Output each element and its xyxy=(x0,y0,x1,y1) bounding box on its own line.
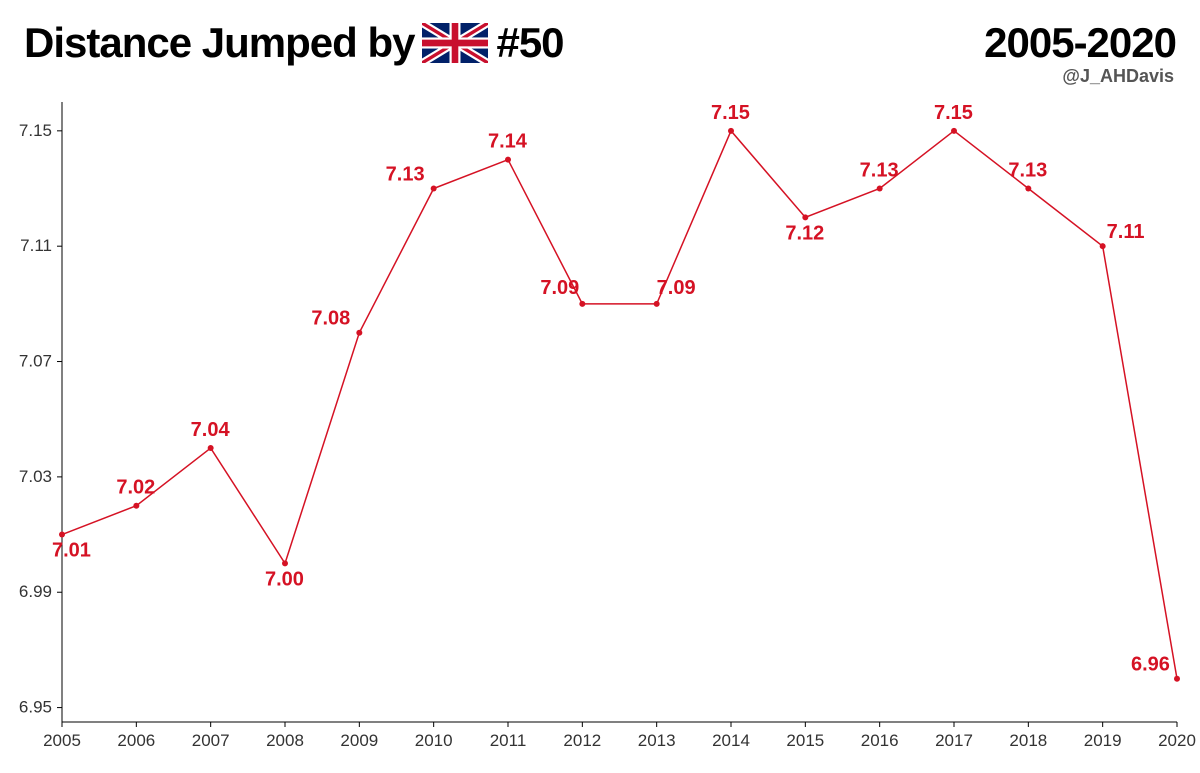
data-label: 7.11 xyxy=(1107,221,1145,243)
data-point xyxy=(59,532,65,538)
data-point xyxy=(579,301,585,307)
header: Distance Jumped by #50 2005-2020 xyxy=(24,12,1176,74)
x-tick-label: 2009 xyxy=(340,731,378,750)
x-tick-label: 2010 xyxy=(415,731,453,750)
data-label: 7.00 xyxy=(265,568,304,590)
y-tick-label: 7.07 xyxy=(19,352,52,371)
page: Distance Jumped by #50 2005-2020 @J_AHDa… xyxy=(0,0,1200,773)
x-tick-label: 2006 xyxy=(117,731,155,750)
x-tick-label: 2005 xyxy=(43,731,81,750)
data-label: 7.13 xyxy=(1008,160,1047,182)
data-point xyxy=(877,186,883,192)
data-point xyxy=(282,560,288,566)
data-label: 7.13 xyxy=(860,160,899,182)
data-point xyxy=(654,301,660,307)
y-tick-label: 7.03 xyxy=(19,467,52,486)
data-label: 7.09 xyxy=(540,277,579,299)
data-label: 7.14 xyxy=(488,131,528,153)
x-tick-label: 2012 xyxy=(563,731,601,750)
chart: 6.95 6.99 7.03 7.07 7.11 7.15 2005 2006 2007 2008… xyxy=(0,92,1200,773)
data-label: 7.01 xyxy=(52,540,91,562)
x-tick-label: 2007 xyxy=(192,731,230,750)
x-tick-label: 2017 xyxy=(935,731,973,750)
x-tick-label: 2011 xyxy=(490,731,527,750)
data-point xyxy=(133,503,139,509)
x-tick-label: 2016 xyxy=(861,731,899,750)
title-range: 2005-2020 xyxy=(984,19,1176,67)
data-label: 7.15 xyxy=(711,102,750,124)
y-tick-label: 7.11 xyxy=(20,236,52,255)
chart-bg xyxy=(0,92,1200,773)
x-tick-label: 2013 xyxy=(638,731,676,750)
title-rank: #50 xyxy=(496,19,563,67)
data-label: 6.96 xyxy=(1131,654,1170,676)
data-point xyxy=(728,128,734,134)
data-label: 7.15 xyxy=(934,102,973,124)
title-prefix: Distance Jumped by xyxy=(24,19,414,67)
x-tick-label: 2018 xyxy=(1009,731,1047,750)
data-label: 7.04 xyxy=(191,419,231,441)
x-tick-label: 2015 xyxy=(786,731,824,750)
data-label: 7.09 xyxy=(657,277,696,299)
x-tick-label: 2014 xyxy=(712,731,750,750)
uk-flag-icon xyxy=(422,23,488,63)
data-point xyxy=(1025,186,1031,192)
y-tick-label: 6.95 xyxy=(19,698,52,717)
y-tick-label: 7.15 xyxy=(19,121,52,140)
data-point xyxy=(1174,676,1180,682)
data-point xyxy=(431,186,437,192)
y-tick-label: 6.99 xyxy=(19,582,52,601)
data-label: 7.02 xyxy=(116,477,155,499)
data-point xyxy=(802,214,808,220)
x-tick-label: 2008 xyxy=(266,731,304,750)
x-tick-label: 2020 xyxy=(1158,731,1196,750)
data-label: 7.13 xyxy=(386,164,425,186)
data-point xyxy=(505,157,511,163)
data-label: 7.12 xyxy=(785,222,824,244)
title-left: Distance Jumped by #50 xyxy=(24,19,564,67)
data-point xyxy=(1100,243,1106,249)
data-point xyxy=(951,128,957,134)
x-tick-label: 2019 xyxy=(1084,731,1122,750)
data-label: 7.08 xyxy=(311,308,350,330)
data-point xyxy=(356,330,362,336)
credit-handle: @J_AHDavis xyxy=(1062,66,1174,87)
data-point xyxy=(208,445,214,451)
